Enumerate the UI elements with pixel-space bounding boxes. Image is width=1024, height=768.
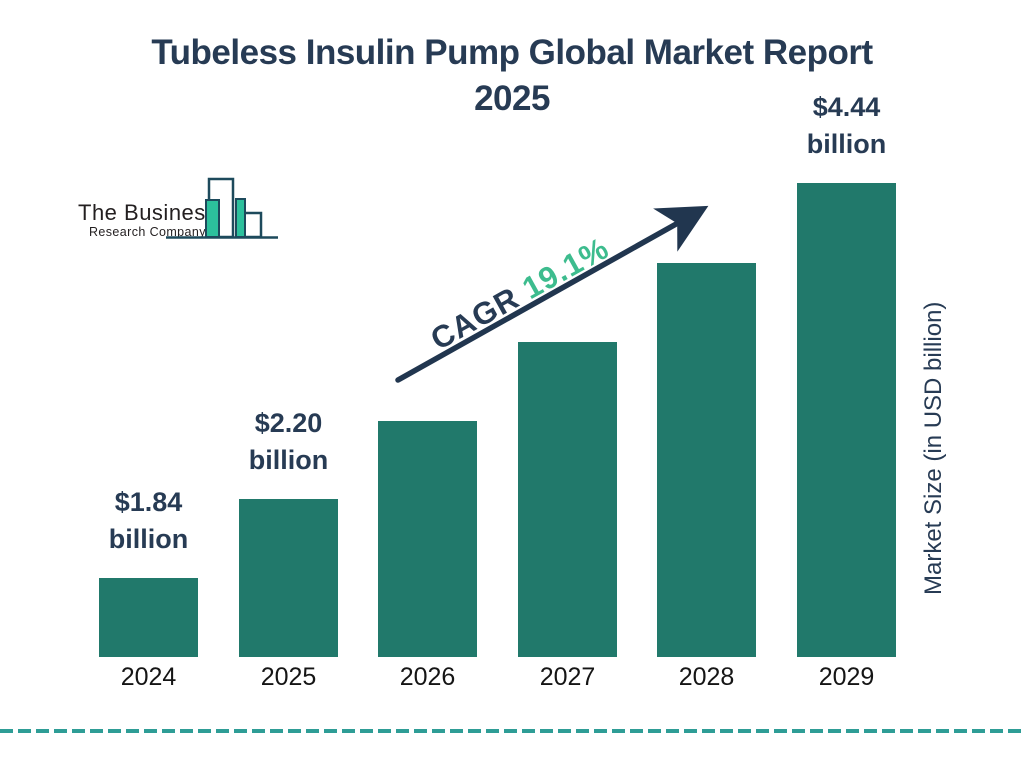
bar-2027 [518,342,617,657]
bar-2029 [797,183,896,657]
value-label-2025: $2.20 billion [248,408,329,475]
bar-2026 [378,421,477,657]
x-tick-2024: 2024 [120,663,177,691]
x-tick-2028: 2028 [678,663,735,691]
page-title: Tubeless Insulin Pump Global Market Repo… [0,30,1024,122]
logo-text-line2: Research Company [89,225,206,239]
bar-2024 [99,578,198,657]
page-title-line2: 2025 [474,79,550,118]
bar-2025 [239,499,338,657]
x-tick-2026: 2026 [399,663,456,691]
value-label-2024: $1.84 billion [108,487,189,554]
value-label-2029: $4.44 billion [806,92,887,159]
logo-text-line1: The Business [78,200,218,225]
company-logo: The Business Research Company [70,170,300,250]
bottom-dashed-divider [0,729,1024,733]
page-title-line1: Tubeless Insulin Pump Global Market Repo… [151,33,873,72]
logo-bar-chart-icon [166,177,278,239]
x-tick-2029: 2029 [818,663,875,691]
bar-2028 [657,263,756,657]
x-tick-2025: 2025 [260,663,317,691]
x-tick-2027: 2027 [539,663,596,691]
growth-arrow-icon [395,205,709,383]
